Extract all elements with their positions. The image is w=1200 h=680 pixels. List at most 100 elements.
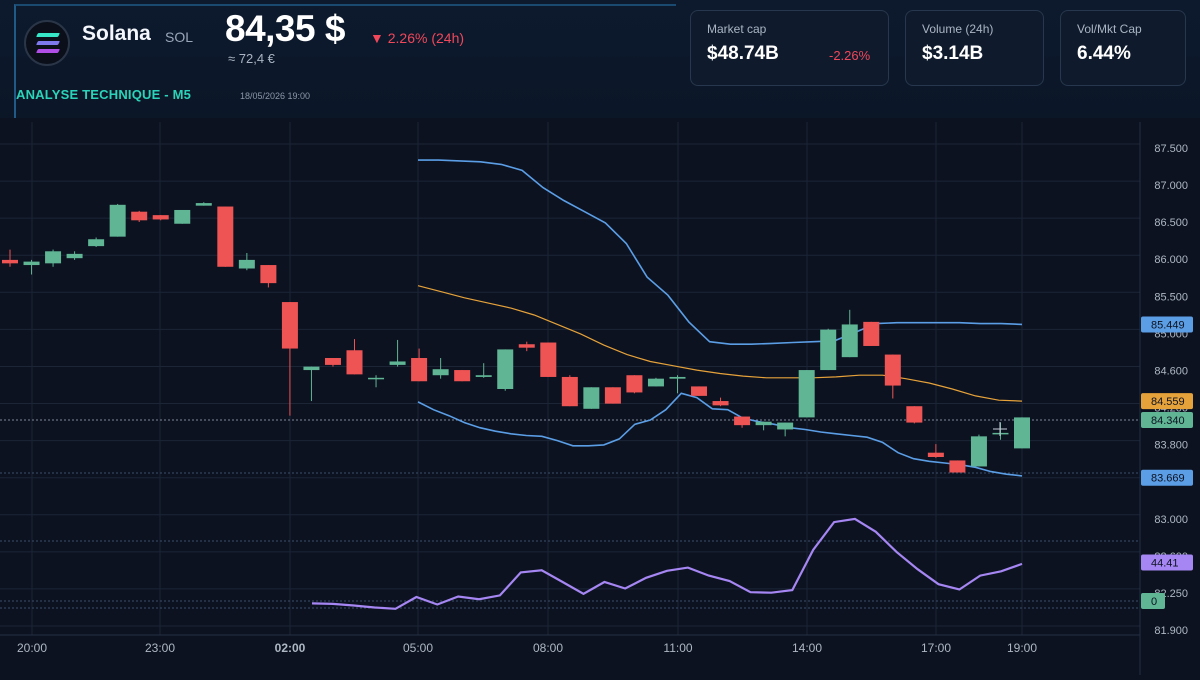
candle-down [712, 401, 729, 406]
y-tick-label: 81.900 [1154, 625, 1188, 637]
candle-up [23, 261, 40, 266]
chart-grid [0, 122, 1140, 635]
price-tag-label: 83.669 [1151, 473, 1185, 485]
volume-card: Volume (24h) $3.14B [905, 10, 1044, 86]
analysis-label: ANALYSE TECHNIQUE - M5 [16, 87, 192, 102]
candle-up [647, 378, 664, 387]
candle-up [755, 421, 772, 426]
price-tag-label: 44.41 [1151, 557, 1179, 569]
current-price: 84,35 $ [225, 8, 345, 49]
header-frame [14, 4, 676, 118]
x-tick-label: 19:00 [1007, 641, 1037, 655]
volume-label: Volume (24h) [922, 22, 994, 36]
y-tick-label: 86.000 [1154, 254, 1188, 266]
candle-down [2, 259, 18, 264]
y-tick-label: 83.800 [1154, 440, 1188, 452]
candle-up [88, 239, 105, 247]
header-panel: Solana SOL 84,35 $ ▼ 2.26% (24h) ≈ 72,4 … [0, 0, 1200, 118]
solana-logo-icon [24, 20, 70, 66]
price-change-24h: ▼ 2.26% (24h) [370, 30, 465, 46]
vol-mkt-cap-value: 6.44% [1077, 43, 1131, 64]
analysis-datetime: 18/05/2026 19:00 [240, 91, 311, 101]
candle-down [454, 370, 471, 382]
candle-up [195, 203, 212, 206]
candle-up [389, 361, 406, 365]
candle-down [152, 215, 169, 220]
candle-down [281, 302, 298, 349]
candle-down [927, 452, 944, 457]
candle-up [432, 369, 449, 376]
candle-down [734, 416, 751, 426]
candle-down [884, 354, 901, 386]
lower-band-line [417, 392, 1023, 477]
candle-up [841, 324, 858, 358]
price-tag-label: 0 [1151, 596, 1157, 608]
y-tick-label: 87.000 [1154, 180, 1188, 192]
x-tick-label: 08:00 [533, 641, 563, 655]
oscillator [311, 517, 1023, 610]
x-tick-label: 23:00 [145, 641, 175, 655]
x-tick-label: 17:00 [921, 641, 951, 655]
candle-down [604, 387, 621, 404]
candle-up [303, 366, 320, 371]
x-tick-label: 11:00 [663, 641, 692, 655]
candle-down [691, 386, 708, 396]
price-tag [1141, 411, 1193, 428]
price-tag [1141, 469, 1193, 486]
candle-down [626, 375, 643, 393]
market-cap-card: Market cap $48.74B -2.26% [690, 10, 889, 86]
y-tick-label: 83.000 [1154, 514, 1188, 526]
bollinger-bands [417, 159, 1023, 477]
candle-down [863, 321, 880, 346]
candle-down [540, 342, 557, 377]
price-chart[interactable]: 20:00 23:00 02:00 05:00 08:00 11:00 14:00 17:00… [0, 118, 1200, 675]
candle-up [174, 209, 191, 224]
x-tick-label: 20:00 [17, 641, 47, 655]
chart-svg[interactable]: 20:00 23:00 02:00 05:00 08:00 11:00 14:00 17:00… [0, 118, 1200, 675]
candle-down [131, 211, 148, 221]
volume-value: $3.14B [922, 43, 984, 64]
candle-down [561, 376, 578, 407]
candle-up [583, 387, 600, 409]
candle-down [949, 460, 966, 473]
y-tick-label: 85.500 [1154, 291, 1188, 303]
coin-ticker: SOL [165, 29, 194, 45]
candle-down [346, 350, 363, 375]
candle-up [497, 349, 514, 389]
candle-down [324, 358, 341, 365]
price-tag-label: 84.340 [1151, 415, 1185, 427]
upper-band-line [418, 159, 1023, 345]
market-cap-value: $48.74B [707, 43, 779, 64]
middle-band-line [417, 285, 1023, 402]
x-tick-label: 14:00 [792, 641, 822, 655]
market-cap-change: -2.26% [829, 48, 871, 63]
candlesticks [2, 202, 1030, 473]
x-tick-label: 05:00 [403, 641, 433, 655]
candle-down [411, 358, 428, 382]
candle-down [518, 344, 535, 348]
y-tick-label: 84.600 [1154, 365, 1188, 377]
y-tick-label: 87.500 [1154, 143, 1188, 155]
price-tag [1141, 316, 1193, 333]
price-tag [1141, 593, 1165, 609]
x-tick-label: 02:00 [275, 641, 306, 655]
oscillator-line [311, 517, 1023, 610]
candle-up [820, 329, 837, 371]
price-tag [1141, 393, 1193, 410]
candle-up [970, 436, 987, 467]
candle-up [777, 422, 794, 430]
vol-mkt-cap-card: Vol/Mkt Cap 6.44% [1060, 10, 1186, 86]
candle-up [45, 251, 62, 264]
fiat-price: ≈ 72,4 € [228, 51, 275, 66]
candle-up [368, 377, 385, 380]
market-cap-label: Market cap [707, 22, 767, 36]
price-tag-label: 84.559 [1151, 396, 1185, 408]
price-tag [1141, 554, 1193, 571]
candle-up [798, 370, 815, 418]
vol-mkt-cap-label: Vol/Mkt Cap [1077, 22, 1142, 36]
price-tag-label: 85.449 [1151, 320, 1185, 332]
candle-down [217, 206, 234, 267]
candle-up [669, 376, 686, 379]
candle-up [1014, 417, 1030, 449]
candle-up [238, 259, 255, 269]
